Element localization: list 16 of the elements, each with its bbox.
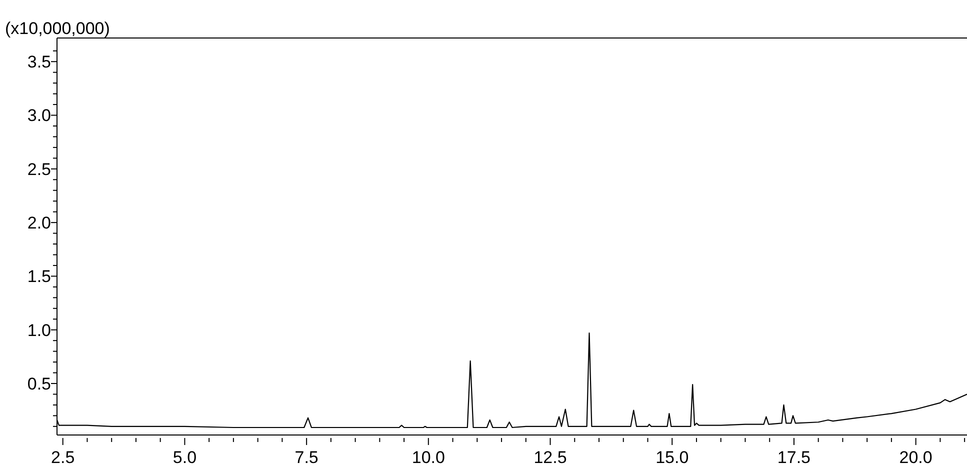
y-axis-title: (x10,000,000) [5, 19, 110, 38]
x-tick-label: 10.0 [412, 448, 445, 467]
y-tick-label: 0.5 [27, 374, 51, 394]
x-tick-label: 5.0 [172, 448, 197, 467]
y-tick-label: 1.5 [27, 267, 51, 286]
x-tick-label: 20.0 [899, 448, 932, 467]
y-tick-label: 2.5 [27, 160, 51, 179]
y-tick-label: 3.0 [27, 106, 51, 126]
x-tick-label: 7.5 [294, 448, 318, 467]
y-tick-label: 1.0 [27, 320, 51, 340]
x-tick-label: 12.5 [534, 448, 567, 467]
y-tick-label: 2.0 [27, 214, 51, 232]
x-tick-label: 2.5 [51, 448, 75, 467]
x-tick-label: 15.0 [656, 448, 689, 467]
x-tick-label: 17.5 [777, 448, 811, 467]
y-tick-label: 3.5 [27, 52, 51, 72]
